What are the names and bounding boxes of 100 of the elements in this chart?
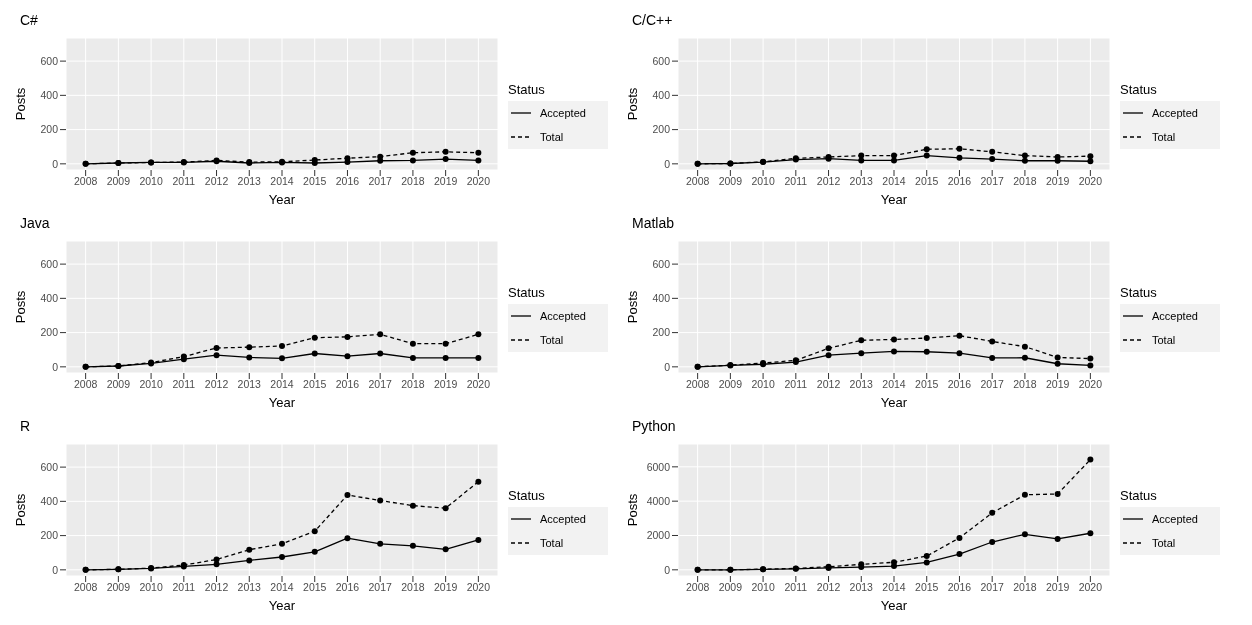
chart-title: C# (19, 11, 39, 30)
x-tick-label: 2013 (849, 175, 874, 188)
x-axis-title: Year (268, 598, 296, 613)
legend-label: Accepted (540, 310, 586, 322)
y-tick-label: 400 (652, 89, 671, 102)
x-tick-label: 2011 (172, 175, 196, 188)
x-tick-label: 2009 (718, 581, 743, 594)
x-tick-label: 2008 (685, 378, 710, 391)
y-tick-label: 200 (652, 326, 671, 339)
x-tick-label: 2014 (882, 581, 906, 594)
legend-label: Total (540, 131, 564, 143)
x-tick-label: 2010 (139, 175, 163, 188)
x-tick-label: 2009 (106, 175, 131, 188)
x-tick-label: 2017 (980, 378, 1005, 391)
y-tick-label: 600 (652, 54, 671, 67)
y-tick-label: 600 (40, 460, 59, 473)
y-tick-label: 400 (40, 495, 59, 508)
x-tick-label: 2012 (204, 175, 229, 188)
x-tick-label: 2019 (433, 175, 458, 188)
x-tick-label: 2011 (784, 175, 808, 188)
y-axis-title: Posts (624, 493, 640, 527)
x-tick-label: 2016 (335, 378, 360, 391)
y-tick-label: 400 (652, 292, 671, 305)
y-tick-label: 2000 (646, 529, 671, 542)
y-tick-label: 6000 (646, 460, 671, 473)
x-tick-label: 2012 (816, 581, 841, 594)
x-tick-label: 2013 (849, 581, 874, 594)
x-tick-label: 2010 (751, 378, 775, 391)
x-tick-label: 2014 (270, 378, 294, 391)
x-tick-label: 2013 (237, 378, 262, 391)
legend-label: Accepted (1152, 107, 1198, 119)
x-tick-label: 2016 (947, 175, 972, 188)
x-tick-label: 2014 (270, 581, 294, 594)
chart-title: R (19, 417, 32, 436)
legend-label: Accepted (1152, 513, 1198, 525)
legend-title: Status (508, 488, 546, 503)
x-tick-label: 2014 (882, 378, 906, 391)
x-tick-label: 2011 (172, 378, 196, 391)
x-tick-label: 2009 (718, 378, 743, 391)
x-tick-label: 2010 (751, 175, 775, 188)
x-tick-label: 2012 (816, 175, 841, 188)
legend-label: Accepted (540, 107, 586, 119)
y-tick-label: 0 (664, 563, 671, 576)
x-tick-label: 2011 (784, 378, 808, 391)
x-tick-label: 2013 (237, 581, 262, 594)
x-tick-label: 2019 (433, 581, 458, 594)
y-tick-label: 400 (40, 292, 59, 305)
legend-title: Status (1120, 82, 1158, 97)
legend-label: Accepted (1152, 310, 1198, 322)
x-tick-label: 2018 (401, 581, 425, 594)
x-tick-label: 2008 (685, 581, 710, 594)
y-axis-title: Posts (12, 290, 28, 324)
chart-title: Java (19, 214, 51, 233)
x-tick-label: 2018 (1013, 378, 1037, 391)
x-tick-label: 2010 (139, 378, 163, 391)
y-tick-label: 200 (40, 123, 59, 136)
chart-title: Matlab (631, 214, 676, 233)
x-tick-label: 2008 (73, 581, 98, 594)
legend-title: Status (508, 285, 546, 300)
x-tick-label: 2009 (106, 581, 131, 594)
y-axis-title: Posts (12, 493, 28, 527)
legend-title: Status (508, 82, 546, 97)
x-tick-label: 2016 (947, 378, 972, 391)
x-tick-label: 2015 (915, 175, 939, 188)
y-tick-label: 0 (52, 360, 59, 373)
x-axis-title: Year (268, 395, 296, 410)
y-tick-label: 0 (52, 157, 59, 170)
x-tick-label: 2009 (106, 378, 131, 391)
x-tick-label: 2008 (73, 378, 98, 391)
x-tick-label: 2018 (401, 378, 425, 391)
y-tick-label: 600 (652, 257, 671, 270)
chart-title: C/C++ (631, 11, 674, 30)
x-axis-title: Year (880, 598, 908, 613)
x-tick-label: 2014 (270, 175, 294, 188)
x-tick-label: 2012 (204, 581, 229, 594)
y-axis-title: Posts (624, 87, 640, 121)
x-axis-title: Year (268, 192, 296, 207)
x-axis-title: Year (880, 192, 908, 207)
x-tick-label: 2014 (882, 175, 906, 188)
x-tick-label: 2013 (849, 378, 874, 391)
legend-label: Total (1152, 537, 1176, 549)
x-tick-label: 2009 (718, 175, 743, 188)
x-tick-label: 2010 (751, 581, 775, 594)
legend-label: Total (540, 537, 564, 549)
x-tick-label: 2015 (303, 378, 327, 391)
x-tick-label: 2019 (433, 378, 458, 391)
x-tick-label: 2017 (368, 581, 393, 594)
x-tick-label: 2017 (980, 581, 1005, 594)
x-tick-label: 2010 (139, 581, 163, 594)
x-tick-label: 2008 (73, 175, 98, 188)
x-tick-label: 2017 (368, 378, 393, 391)
chart-title: Python (631, 417, 677, 436)
y-tick-label: 200 (40, 326, 59, 339)
y-tick-label: 200 (40, 529, 59, 542)
y-axis-title: Posts (624, 290, 640, 324)
x-tick-label: 2017 (368, 175, 393, 188)
x-tick-label: 2017 (980, 175, 1005, 188)
x-tick-label: 2020 (1078, 378, 1103, 391)
x-tick-label: 2016 (335, 175, 360, 188)
x-tick-label: 2018 (1013, 175, 1037, 188)
